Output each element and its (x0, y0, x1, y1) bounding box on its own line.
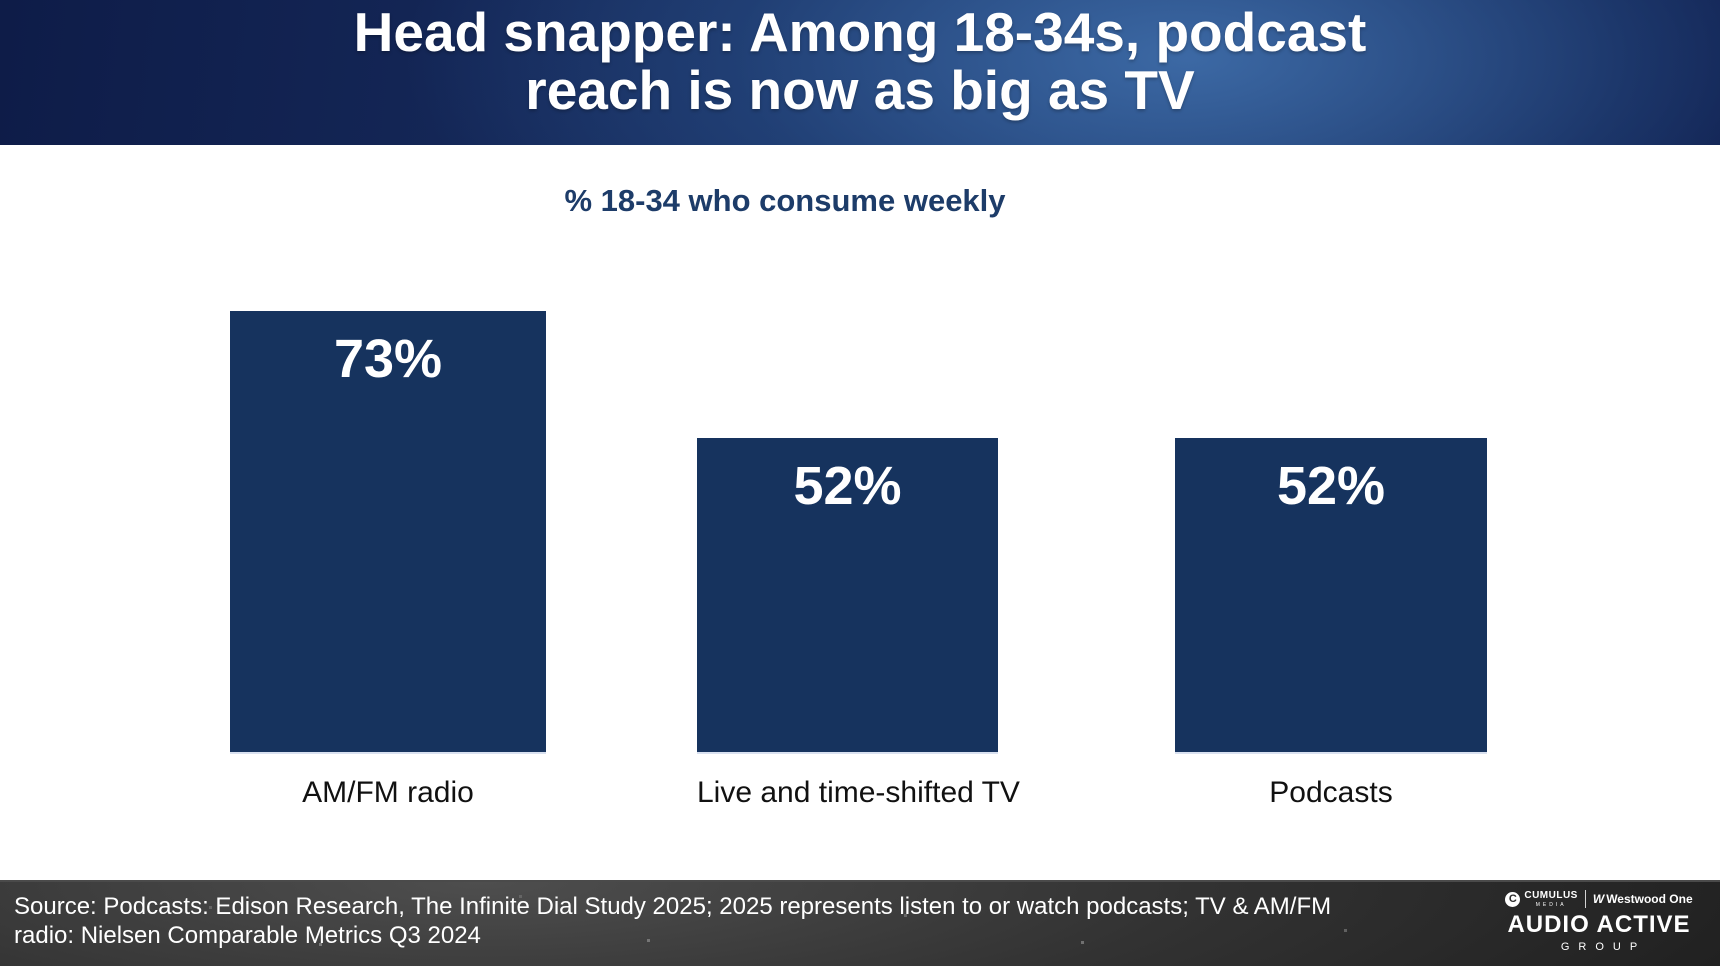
group-wordmark: GROUP (1560, 941, 1647, 953)
cumulus-media-label: MEDIA (1535, 902, 1567, 908)
cumulus-circle-c-icon: C (1505, 891, 1521, 907)
bar-value-label: 73% (333, 329, 443, 389)
bar-live-tv: 52% (697, 438, 998, 752)
category-label-podcasts: Podcasts (1269, 776, 1393, 809)
source-line-2: radio: Nielsen Comparable Metrics Q3 202… (14, 922, 481, 950)
header-band: Head snapper: Among 18-34s, podcast reac… (0, 0, 1720, 145)
westwood-one-wordmark: Westwood One (1606, 892, 1693, 906)
cumulus-wordmark: CUMULUS (1524, 890, 1578, 901)
westwood-one-logo: W Westwood One (1593, 892, 1693, 906)
logo-brands-row: C CUMULUS MEDIA W Westwood One (1505, 890, 1693, 908)
category-label-amfm-radio: AM/FM radio (302, 776, 474, 809)
logo-divider (1584, 890, 1586, 908)
chart-title: % 18-34 who consume weekly (564, 183, 1006, 218)
bar-value-label: 52% (793, 456, 902, 516)
source-line-1: Source: Podcasts: Edison Research, The I… (14, 893, 1332, 920)
cumulus-media-logo: C CUMULUS MEDIA (1505, 890, 1578, 908)
star-speckles-decoration (0, 882, 1, 883)
category-label-live-tv: Live and time-shifted TV (697, 776, 1020, 809)
bar-chart-plot: 73% 52% 52% (0, 148, 1720, 752)
bar-value-label: 52% (1276, 456, 1386, 516)
audio-active-group-logo: C CUMULUS MEDIA W Westwood One AUDIO ACT… (1494, 890, 1704, 953)
slide-title: Head snapper: Among 18-34s, podcast reac… (353, 1, 1367, 121)
footer-band: Source: Podcasts: Edison Research, The I… (0, 880, 1720, 966)
westwood-w-icon: W (1592, 892, 1604, 906)
bar-amfm-radio: 73% (230, 311, 546, 752)
source-attribution: Source: Podcasts: Edison Research, The I… (14, 892, 1331, 951)
bar-podcasts: 52% (1175, 438, 1487, 752)
audio-active-wordmark: AUDIO ACTIVE (1507, 911, 1691, 938)
